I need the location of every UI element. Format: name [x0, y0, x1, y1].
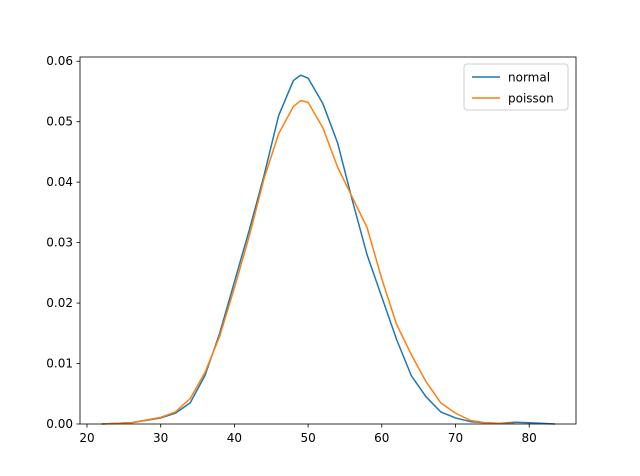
x-tick-label: 30	[153, 431, 168, 445]
x-tick-label: 70	[448, 431, 463, 445]
y-tick-label: 0.00	[46, 417, 73, 431]
x-tick-label: 50	[300, 431, 315, 445]
x-tick-label: 60	[374, 431, 389, 445]
legend-label: normal	[508, 71, 550, 85]
legend-label: poisson	[508, 92, 554, 106]
x-tick-label: 80	[522, 431, 537, 445]
y-tick-label: 0.05	[46, 115, 73, 129]
y-tick-label: 0.03	[46, 236, 73, 250]
plot-frame	[79, 56, 577, 425]
line-series	[101, 74, 556, 425]
y-tick-label: 0.06	[46, 54, 73, 68]
line-series	[101, 99, 515, 425]
y-tick-label: 0.04	[46, 175, 73, 189]
y-tick-label: 0.02	[46, 296, 73, 310]
x-tick-label: 20	[79, 431, 94, 445]
y-tick-label: 0.01	[46, 357, 73, 371]
x-tick-label: 40	[227, 431, 242, 445]
